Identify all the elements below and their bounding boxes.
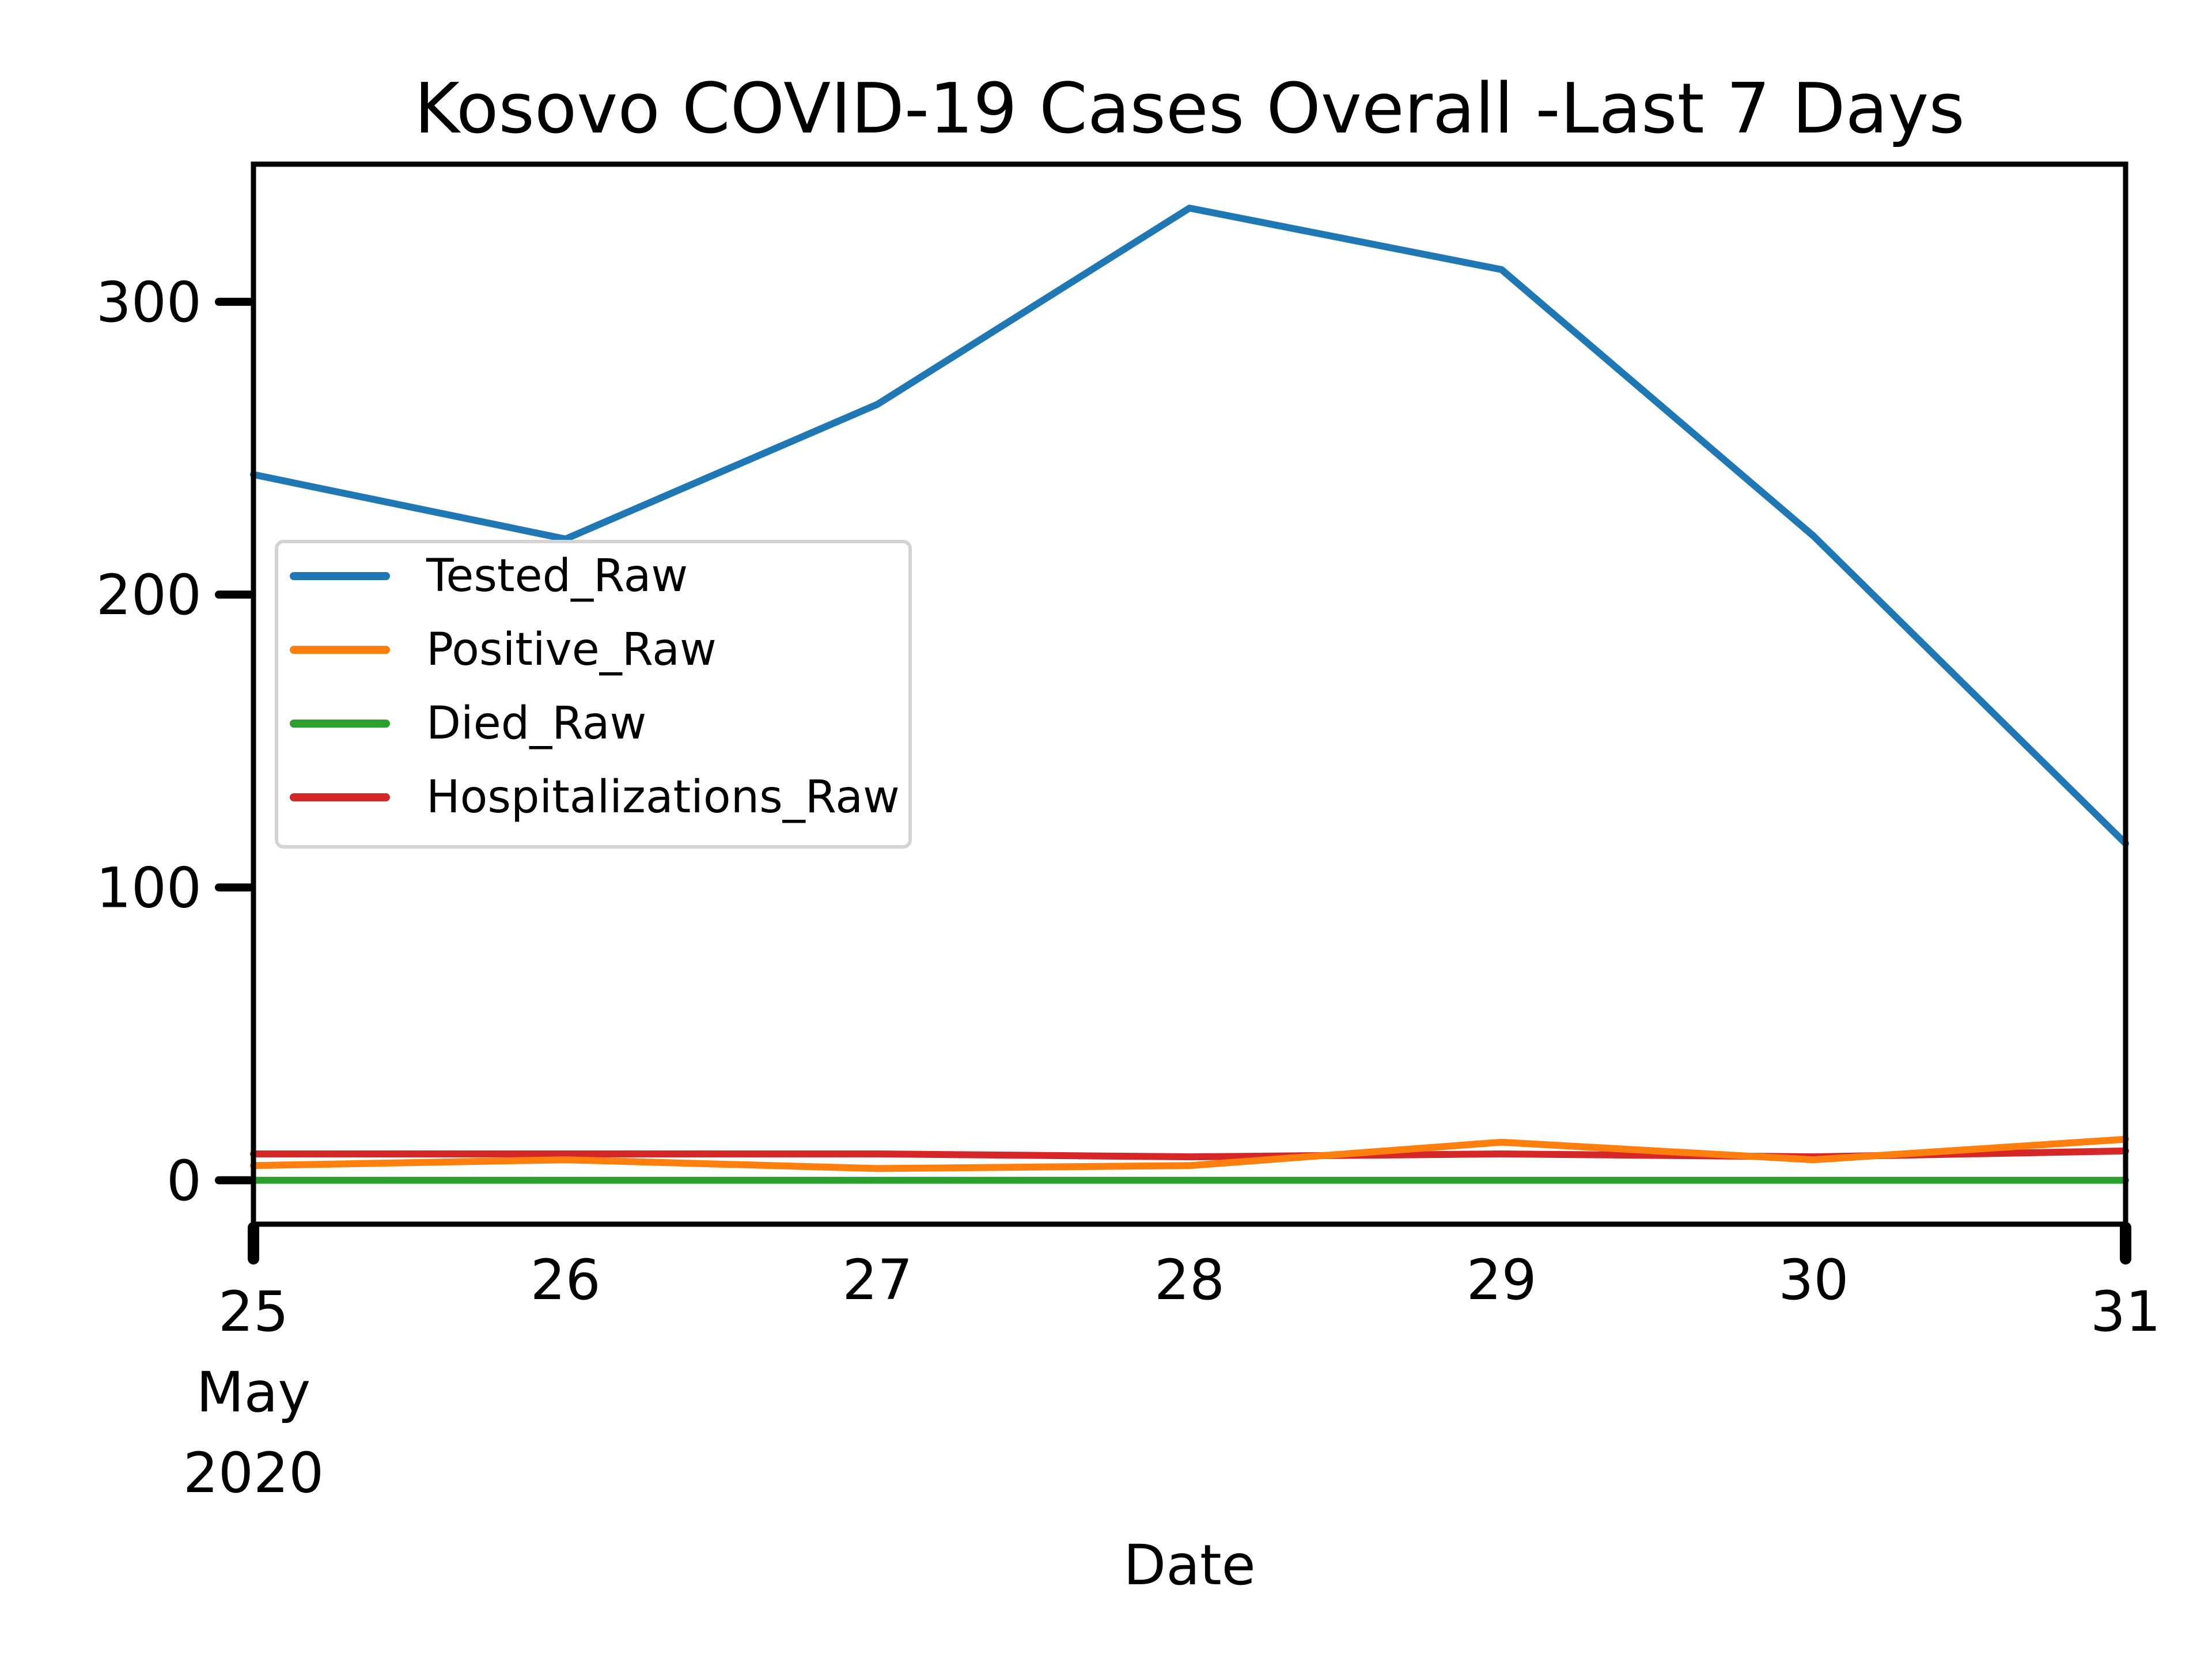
x-tick-label: 25 (218, 1279, 289, 1344)
plot-frame (251, 161, 2128, 1227)
legend-label: Died_Raw (426, 698, 646, 749)
y-axis: 0 100 200 300 (96, 270, 254, 1213)
series-line-tested-raw (250, 205, 2129, 847)
legend: Tested_Raw Positive_Raw Died_Raw Hospitaliz… (275, 540, 912, 849)
series-line-positive-raw (250, 1135, 2129, 1172)
x-tick-label: 31 (2090, 1279, 2161, 1344)
series-layer (250, 205, 2129, 1184)
y-tick-label: 0 (166, 1149, 202, 1213)
y-tick-label: 100 (96, 855, 202, 920)
legend-label: Hospitalizations_Raw (426, 771, 900, 823)
legend-label: Positive_Raw (426, 624, 717, 676)
x-tick-label: 29 (1467, 1248, 1537, 1312)
legend-items: Tested_Raw Positive_Raw Died_Raw Hospitaliz… (290, 550, 900, 823)
y-tick-label: 300 (96, 270, 202, 335)
legend-label: Tested_Raw (426, 550, 688, 602)
x-tick-label: May (196, 1360, 310, 1425)
chart-title: Kosovo COVID-19 Cases Overall -Last 7 Da… (414, 69, 1965, 149)
x-tick-label: 28 (1154, 1248, 1225, 1312)
plot-area (250, 161, 2129, 1227)
x-tick-label: 2020 (183, 1441, 324, 1505)
x-axis-label: Date (1123, 1533, 1255, 1597)
x-tick-label: 27 (842, 1248, 912, 1312)
legend-box (275, 540, 912, 849)
y-tick-label: 200 (96, 563, 202, 627)
x-tick-label: 30 (1778, 1248, 1849, 1312)
x-axis: 25 May 2020 26 27 28 29 30 31 (183, 1222, 2161, 1505)
x-tick-label: 26 (531, 1248, 601, 1312)
